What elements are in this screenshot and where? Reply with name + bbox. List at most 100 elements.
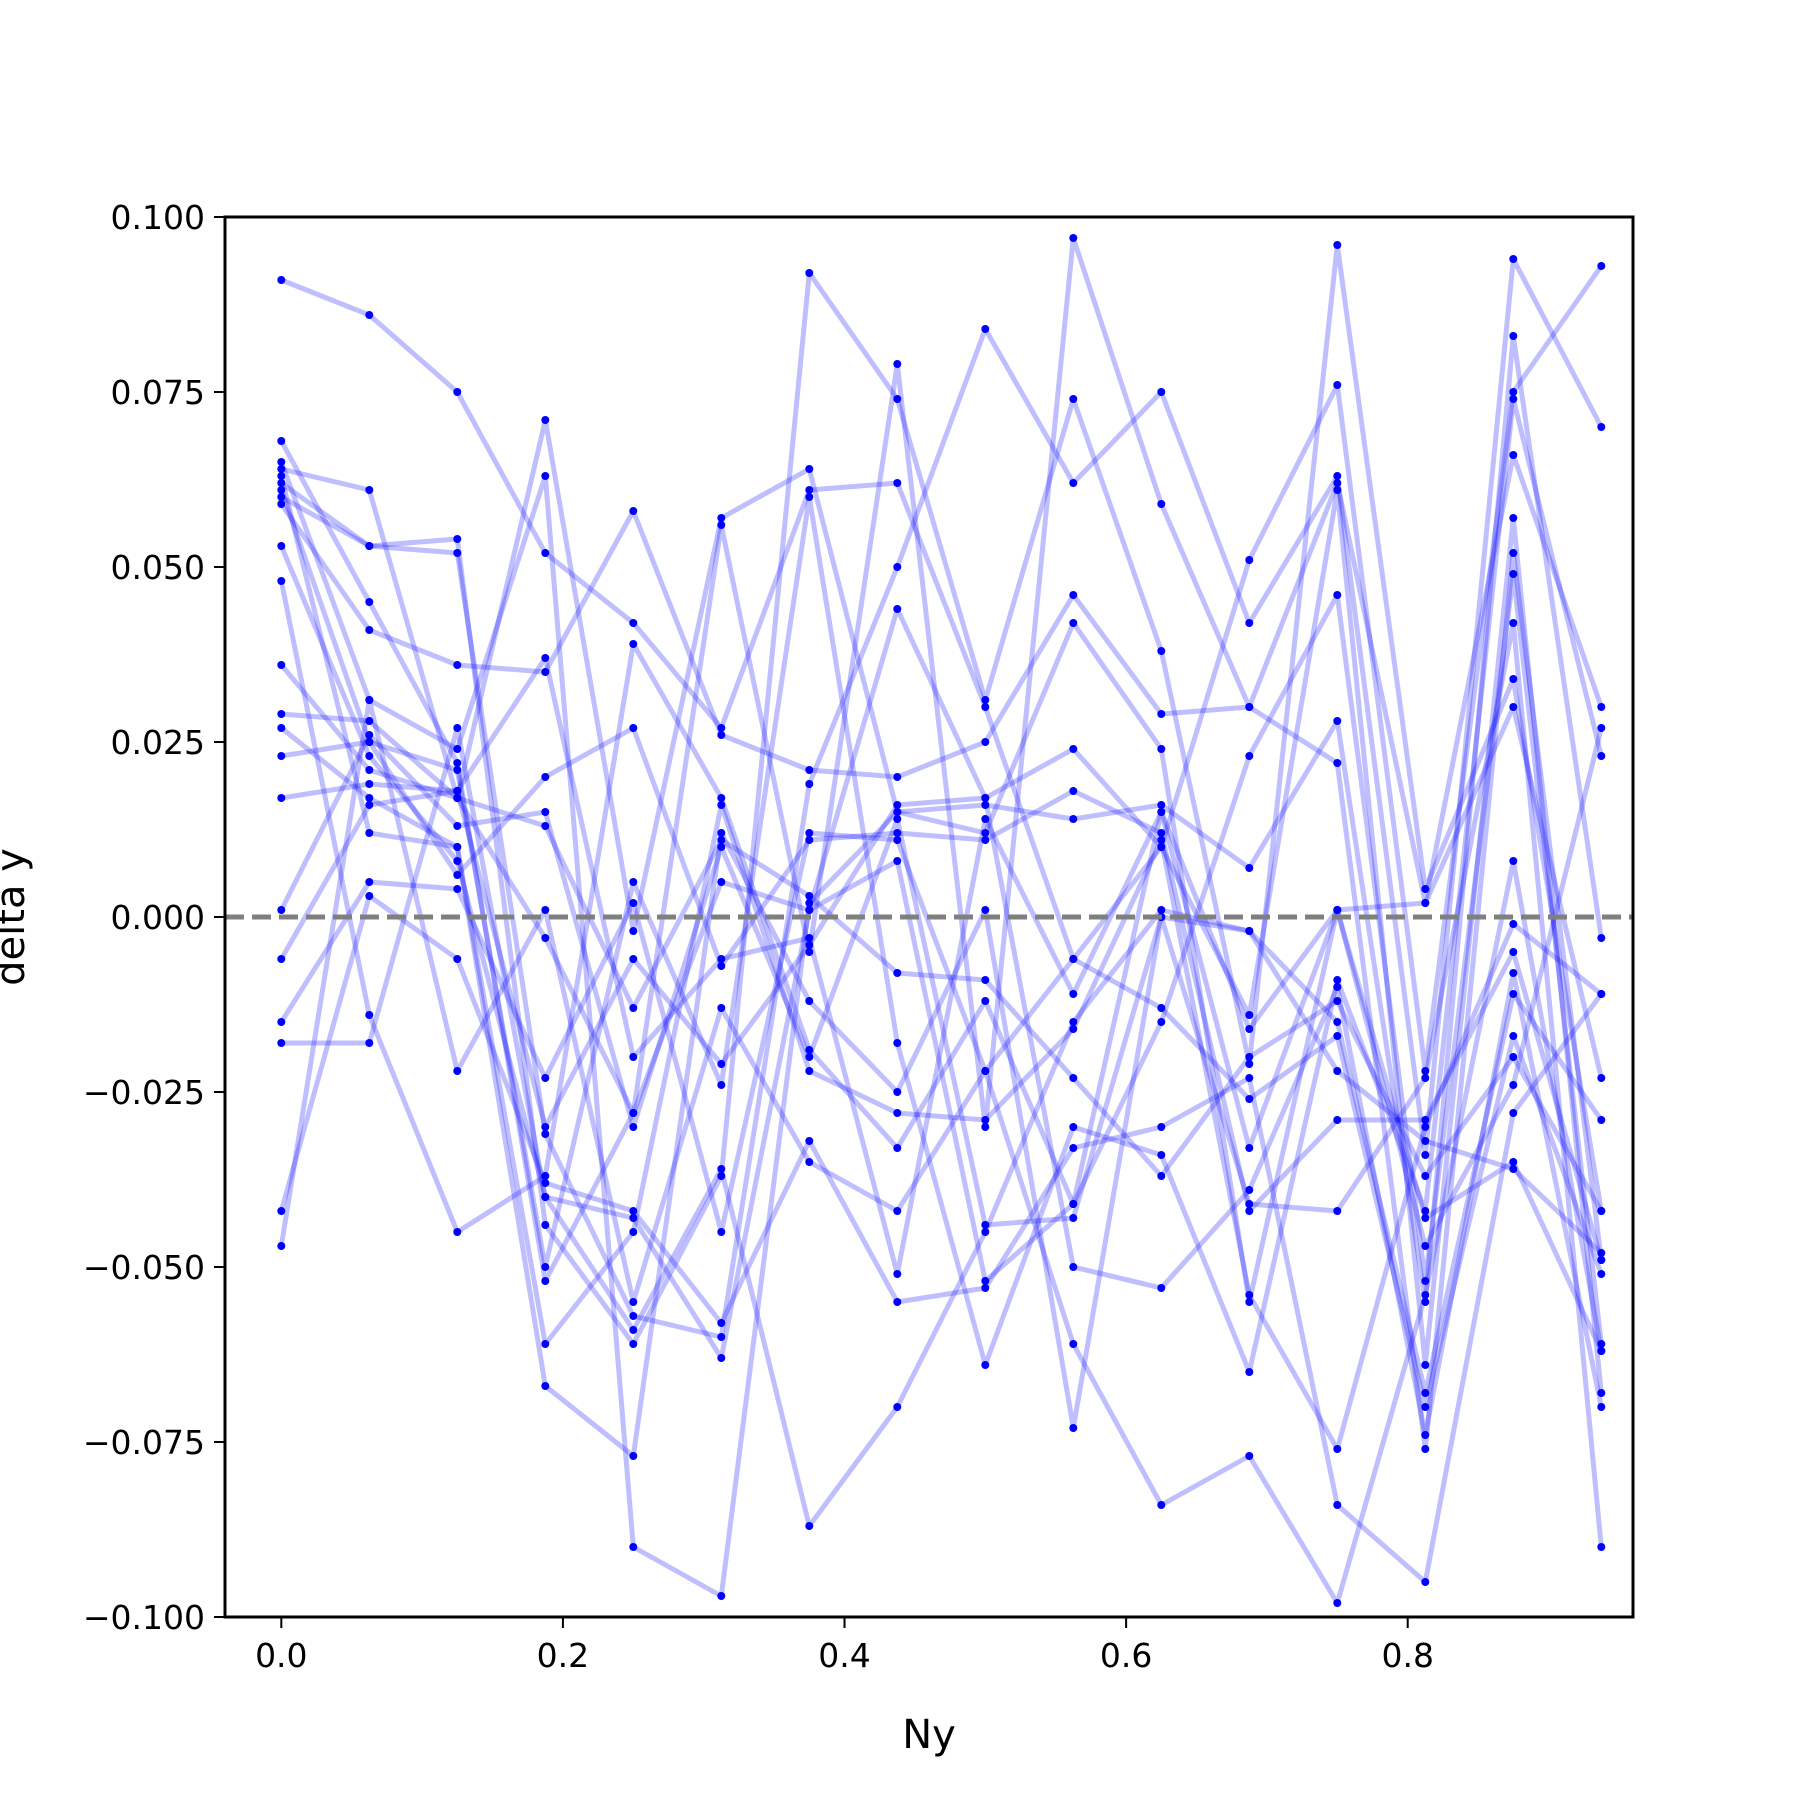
data-point — [1157, 1172, 1166, 1180]
data-point — [805, 906, 814, 914]
data-point — [1069, 1025, 1078, 1033]
data-point — [1245, 1452, 1254, 1460]
data-point — [805, 780, 814, 788]
data-point — [1245, 1053, 1254, 1061]
data-point — [1245, 1298, 1254, 1306]
data-point — [277, 1018, 286, 1026]
data-point — [1245, 1207, 1254, 1215]
data-point — [365, 780, 374, 788]
data-point — [1245, 864, 1254, 872]
data-point — [717, 521, 726, 529]
data-point — [1421, 1277, 1430, 1285]
data-point — [541, 668, 550, 676]
data-point — [981, 976, 990, 984]
data-point — [1245, 1011, 1254, 1019]
data-point — [981, 1361, 990, 1369]
data-point — [1333, 1032, 1342, 1040]
data-point — [1333, 906, 1342, 914]
data-point — [277, 752, 286, 760]
data-point — [365, 696, 374, 704]
data-point — [365, 794, 374, 802]
data-point — [717, 1060, 726, 1068]
data-point — [893, 857, 902, 865]
data-point — [981, 1123, 990, 1131]
data-point — [981, 1277, 990, 1285]
data-point — [1245, 556, 1254, 564]
data-point — [981, 801, 990, 809]
series-layer — [277, 234, 1606, 1607]
data-point — [1245, 1291, 1254, 1299]
data-point — [1157, 710, 1166, 718]
data-point — [541, 1340, 550, 1348]
data-point — [1245, 1025, 1254, 1033]
data-point — [981, 738, 990, 746]
data-point — [981, 794, 990, 802]
data-point — [1069, 1424, 1078, 1432]
data-point — [1509, 703, 1518, 711]
data-point — [1597, 752, 1606, 760]
data-point — [893, 360, 902, 368]
data-point — [1069, 990, 1078, 998]
data-point — [1069, 1123, 1078, 1131]
series-line-21 — [278, 893, 1604, 1585]
series-line-15 — [279, 663, 1604, 1213]
data-point — [365, 1039, 374, 1047]
data-point — [981, 1284, 990, 1292]
data-point — [629, 724, 638, 732]
data-point — [717, 1592, 726, 1600]
data-point — [1421, 1403, 1430, 1411]
data-point — [629, 927, 638, 935]
data-point — [1509, 1165, 1518, 1173]
data-point — [453, 535, 462, 543]
series-line-19 — [279, 830, 1604, 1410]
data-point — [629, 507, 638, 515]
series-line-22 — [278, 697, 1604, 1606]
data-point — [365, 878, 374, 886]
data-point — [277, 710, 286, 718]
data-point — [1597, 1389, 1606, 1397]
data-point — [1509, 1032, 1518, 1040]
data-point — [1597, 990, 1606, 998]
data-point — [893, 1270, 902, 1278]
series-line-17 — [279, 732, 1604, 1396]
x-tick-label: 0.4 — [818, 1636, 870, 1675]
data-point — [365, 731, 374, 739]
data-point — [541, 1263, 550, 1271]
data-point — [365, 766, 374, 774]
data-point — [1509, 1081, 1518, 1089]
data-point — [717, 1228, 726, 1236]
y-tick-label: −0.050 — [83, 1248, 205, 1287]
data-point — [629, 899, 638, 907]
data-point — [1157, 1004, 1166, 1012]
data-point — [1245, 1144, 1254, 1152]
data-point — [453, 388, 462, 396]
x-tick-label: 0.8 — [1381, 1636, 1433, 1675]
data-point — [805, 766, 814, 774]
data-point — [277, 465, 286, 473]
data-point — [277, 577, 286, 585]
data-point — [717, 962, 726, 970]
data-point — [1157, 843, 1166, 851]
data-point — [453, 787, 462, 795]
data-point — [1333, 479, 1342, 487]
data-point — [893, 1403, 902, 1411]
data-point — [541, 1221, 550, 1229]
data-point — [1421, 1214, 1430, 1222]
data-point — [629, 1340, 638, 1348]
data-point — [1157, 500, 1166, 508]
data-point — [1597, 1116, 1606, 1124]
data-point — [365, 598, 374, 606]
data-point — [1069, 1018, 1078, 1026]
series-line-10 — [278, 396, 1604, 1375]
data-point — [1069, 234, 1078, 242]
data-point — [1421, 1207, 1430, 1215]
series-line-9 — [278, 571, 1604, 1345]
data-point — [541, 1382, 550, 1390]
data-point — [629, 619, 638, 627]
data-point — [981, 1116, 990, 1124]
data-point — [453, 766, 462, 774]
y-tick-label: 0.025 — [111, 723, 205, 762]
data-point — [541, 1123, 550, 1131]
data-point — [277, 493, 286, 501]
